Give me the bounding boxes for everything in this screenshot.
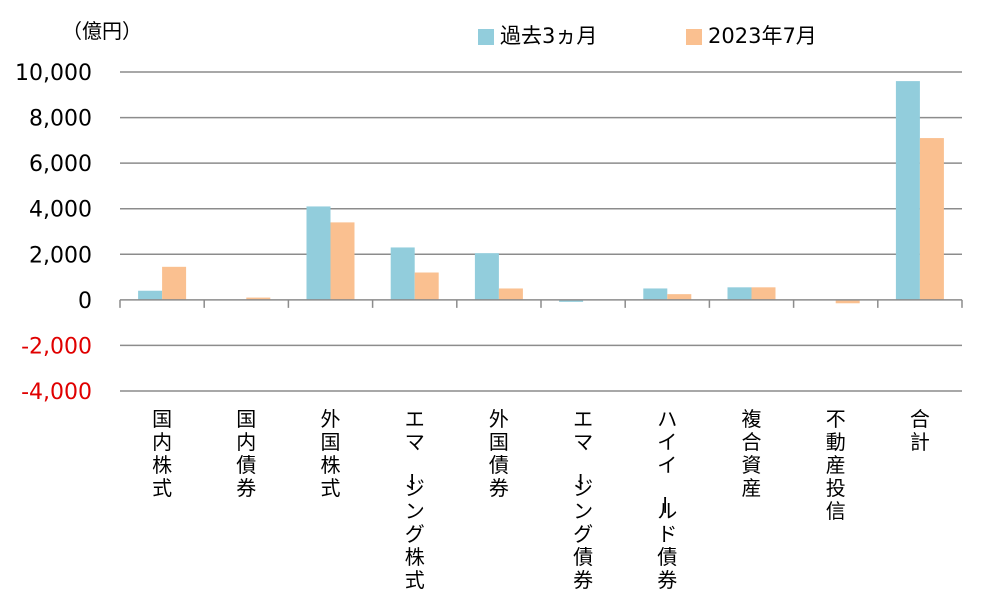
gridlines: [120, 71, 962, 392]
bar-past-3-months: [474, 253, 499, 300]
y-tick-label: 4,000: [29, 198, 92, 223]
legend: 過去3ヵ月 2023年7月: [478, 24, 817, 48]
bar-july-2023: [835, 299, 860, 304]
y-tick-label: 10,000: [15, 61, 92, 86]
category-label: 不動産投信: [826, 407, 846, 523]
bar-july-2023: [330, 222, 355, 300]
y-tick-label: 6,000: [29, 152, 92, 177]
bar-july-2023: [667, 294, 692, 300]
category-label: エマージング債券: [568, 407, 593, 592]
category-label: ハイイールド債券: [652, 407, 677, 592]
unit-label: （億円）: [62, 19, 142, 43]
bar-july-2023: [498, 288, 523, 300]
legend-label: 過去3ヵ月: [500, 24, 597, 48]
y-tick-label: 2,000: [29, 243, 92, 268]
bar-past-3-months: [390, 247, 415, 300]
bar-past-3-months: [559, 299, 584, 302]
category-label: 複合資産: [742, 407, 762, 500]
legend-swatch: [686, 29, 702, 45]
category-label: 外国債券: [489, 407, 509, 500]
y-tick-label: -4,000: [21, 380, 92, 405]
category-label: 国内株式: [152, 407, 172, 500]
bar-july-2023: [751, 287, 776, 300]
bar-past-3-months: [643, 288, 668, 300]
bar-july-2023: [919, 138, 944, 300]
legend-label: 2023年7月: [708, 24, 817, 48]
y-tick-label: 8,000: [29, 107, 92, 132]
category-label: 外国株式: [321, 407, 341, 500]
bar-july-2023: [246, 297, 271, 300]
y-axis-tick-labels: 10,000 8,000 6,000 4,000 2,000 0 -2,000 -4,000: [15, 61, 92, 405]
category-label: エマージング株式: [400, 407, 425, 592]
bars: [138, 81, 944, 304]
category-label: 合計: [910, 407, 930, 454]
y-tick-label: 0: [78, 289, 92, 314]
x-axis-category-labels: 国内株式 国内債券 外国株式 エマージング株式 外国債券 エマージング債券 ハイイールド債券…: [152, 407, 930, 592]
legend-swatch: [478, 29, 494, 45]
x-axis: [119, 299, 963, 308]
bar-past-3-months: [138, 290, 163, 300]
bar-past-3-months: [306, 206, 331, 300]
bar-past-3-months: [727, 287, 752, 300]
bar-july-2023: [162, 266, 187, 300]
bar-july-2023: [414, 272, 439, 300]
category-label: 国内債券: [236, 407, 256, 500]
y-tick-label: -2,000: [21, 334, 92, 359]
bar-past-3-months: [895, 81, 920, 300]
